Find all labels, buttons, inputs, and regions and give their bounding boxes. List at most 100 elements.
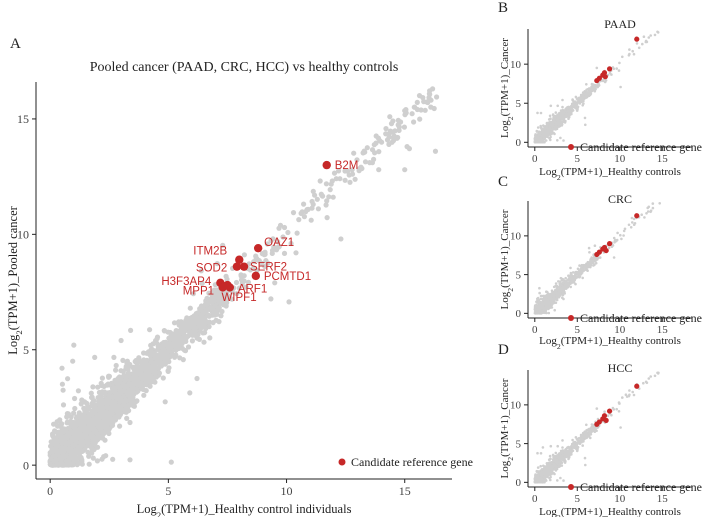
gene-point (211, 320, 216, 325)
gene-point (546, 302, 549, 305)
gene-point (584, 464, 587, 467)
gene-point (583, 95, 586, 98)
gene-point (282, 251, 287, 256)
gene-point (537, 126, 540, 129)
gene-point (631, 221, 634, 224)
gene-point (551, 130, 554, 133)
gene-point (585, 83, 588, 86)
gene-point (80, 415, 85, 420)
gene-point (544, 312, 547, 315)
gene-point (650, 209, 653, 212)
gene-point (590, 88, 593, 91)
gene-point (107, 374, 112, 379)
gene-point (396, 118, 401, 123)
gene-point (189, 319, 194, 324)
gene-point (536, 137, 539, 140)
gene-point (543, 125, 546, 128)
gene-point (591, 259, 594, 262)
chart-title: HCC (608, 361, 633, 375)
gene-point (623, 230, 626, 233)
gene-point (648, 36, 651, 39)
gene-point (551, 303, 554, 306)
background-points (48, 86, 440, 467)
gene-point (556, 139, 559, 142)
gene-point (144, 367, 149, 372)
gene-point (118, 338, 123, 343)
gene-point (162, 328, 167, 333)
gene-point (630, 226, 633, 229)
gene-point (59, 425, 64, 430)
gene-point (417, 93, 422, 98)
gene-point (594, 244, 597, 247)
gene-point (85, 404, 90, 409)
gene-point (577, 275, 580, 278)
gene-point (204, 302, 209, 307)
gene-point (65, 411, 70, 416)
gene-point (552, 123, 555, 126)
gene-point (579, 273, 582, 276)
background-points (534, 202, 662, 315)
gene-point (633, 53, 636, 56)
gene-point (576, 108, 579, 111)
gene-point (641, 43, 644, 46)
gene-point (305, 207, 310, 212)
gene-point (130, 395, 135, 400)
x-tick-label: 10 (281, 484, 293, 498)
gene-point (383, 126, 388, 131)
gene-point (97, 401, 102, 406)
candidate-gene-point (254, 244, 262, 252)
gene-point (59, 440, 64, 445)
gene-point (110, 423, 115, 428)
gene-point (311, 189, 316, 194)
gene-point (402, 125, 407, 130)
gene-point (113, 368, 118, 373)
gene-point (654, 375, 657, 378)
gene-point (536, 141, 539, 144)
gene-point (417, 117, 422, 122)
gene-point (310, 199, 315, 204)
gene-point (571, 276, 574, 279)
y-tick-label: 0 (23, 458, 29, 472)
gene-point (379, 140, 384, 145)
gene-point (596, 407, 599, 410)
panel-letter: D (498, 342, 509, 358)
gene-point (538, 292, 541, 295)
gene-point (565, 287, 568, 290)
gene-point (218, 313, 223, 318)
gene-point (82, 425, 87, 430)
gene-point (373, 141, 378, 146)
gene-point (61, 388, 66, 393)
chart-title: CRC (608, 192, 632, 206)
y-tick-label: 10 (510, 59, 522, 71)
gene-point (163, 399, 168, 404)
gene-point (572, 271, 575, 274)
gene-point (631, 391, 634, 394)
gene-point (76, 461, 81, 466)
gene-point (579, 102, 582, 105)
gene-point (577, 98, 580, 101)
gene-point (72, 406, 77, 411)
gene-point (79, 432, 84, 437)
gene-point (541, 134, 544, 137)
gene-point (135, 389, 140, 394)
gene-point (161, 375, 166, 380)
gene-point (411, 119, 416, 124)
gene-point (212, 298, 217, 303)
gene-point (561, 123, 564, 126)
gene-point (358, 165, 363, 170)
gene-point (552, 119, 555, 122)
gene-point (548, 118, 551, 121)
gene-point (633, 223, 636, 226)
candidate-gene-point (223, 281, 231, 289)
gene-point (141, 393, 146, 398)
gene-point (127, 381, 132, 386)
gene-point (65, 420, 70, 425)
gene-point (586, 92, 589, 95)
gene-point (415, 100, 420, 105)
background-points (534, 31, 660, 144)
gene-point (107, 390, 112, 395)
highlighted-genes (594, 37, 639, 84)
gene-point (128, 328, 133, 333)
gene-point (593, 257, 596, 260)
